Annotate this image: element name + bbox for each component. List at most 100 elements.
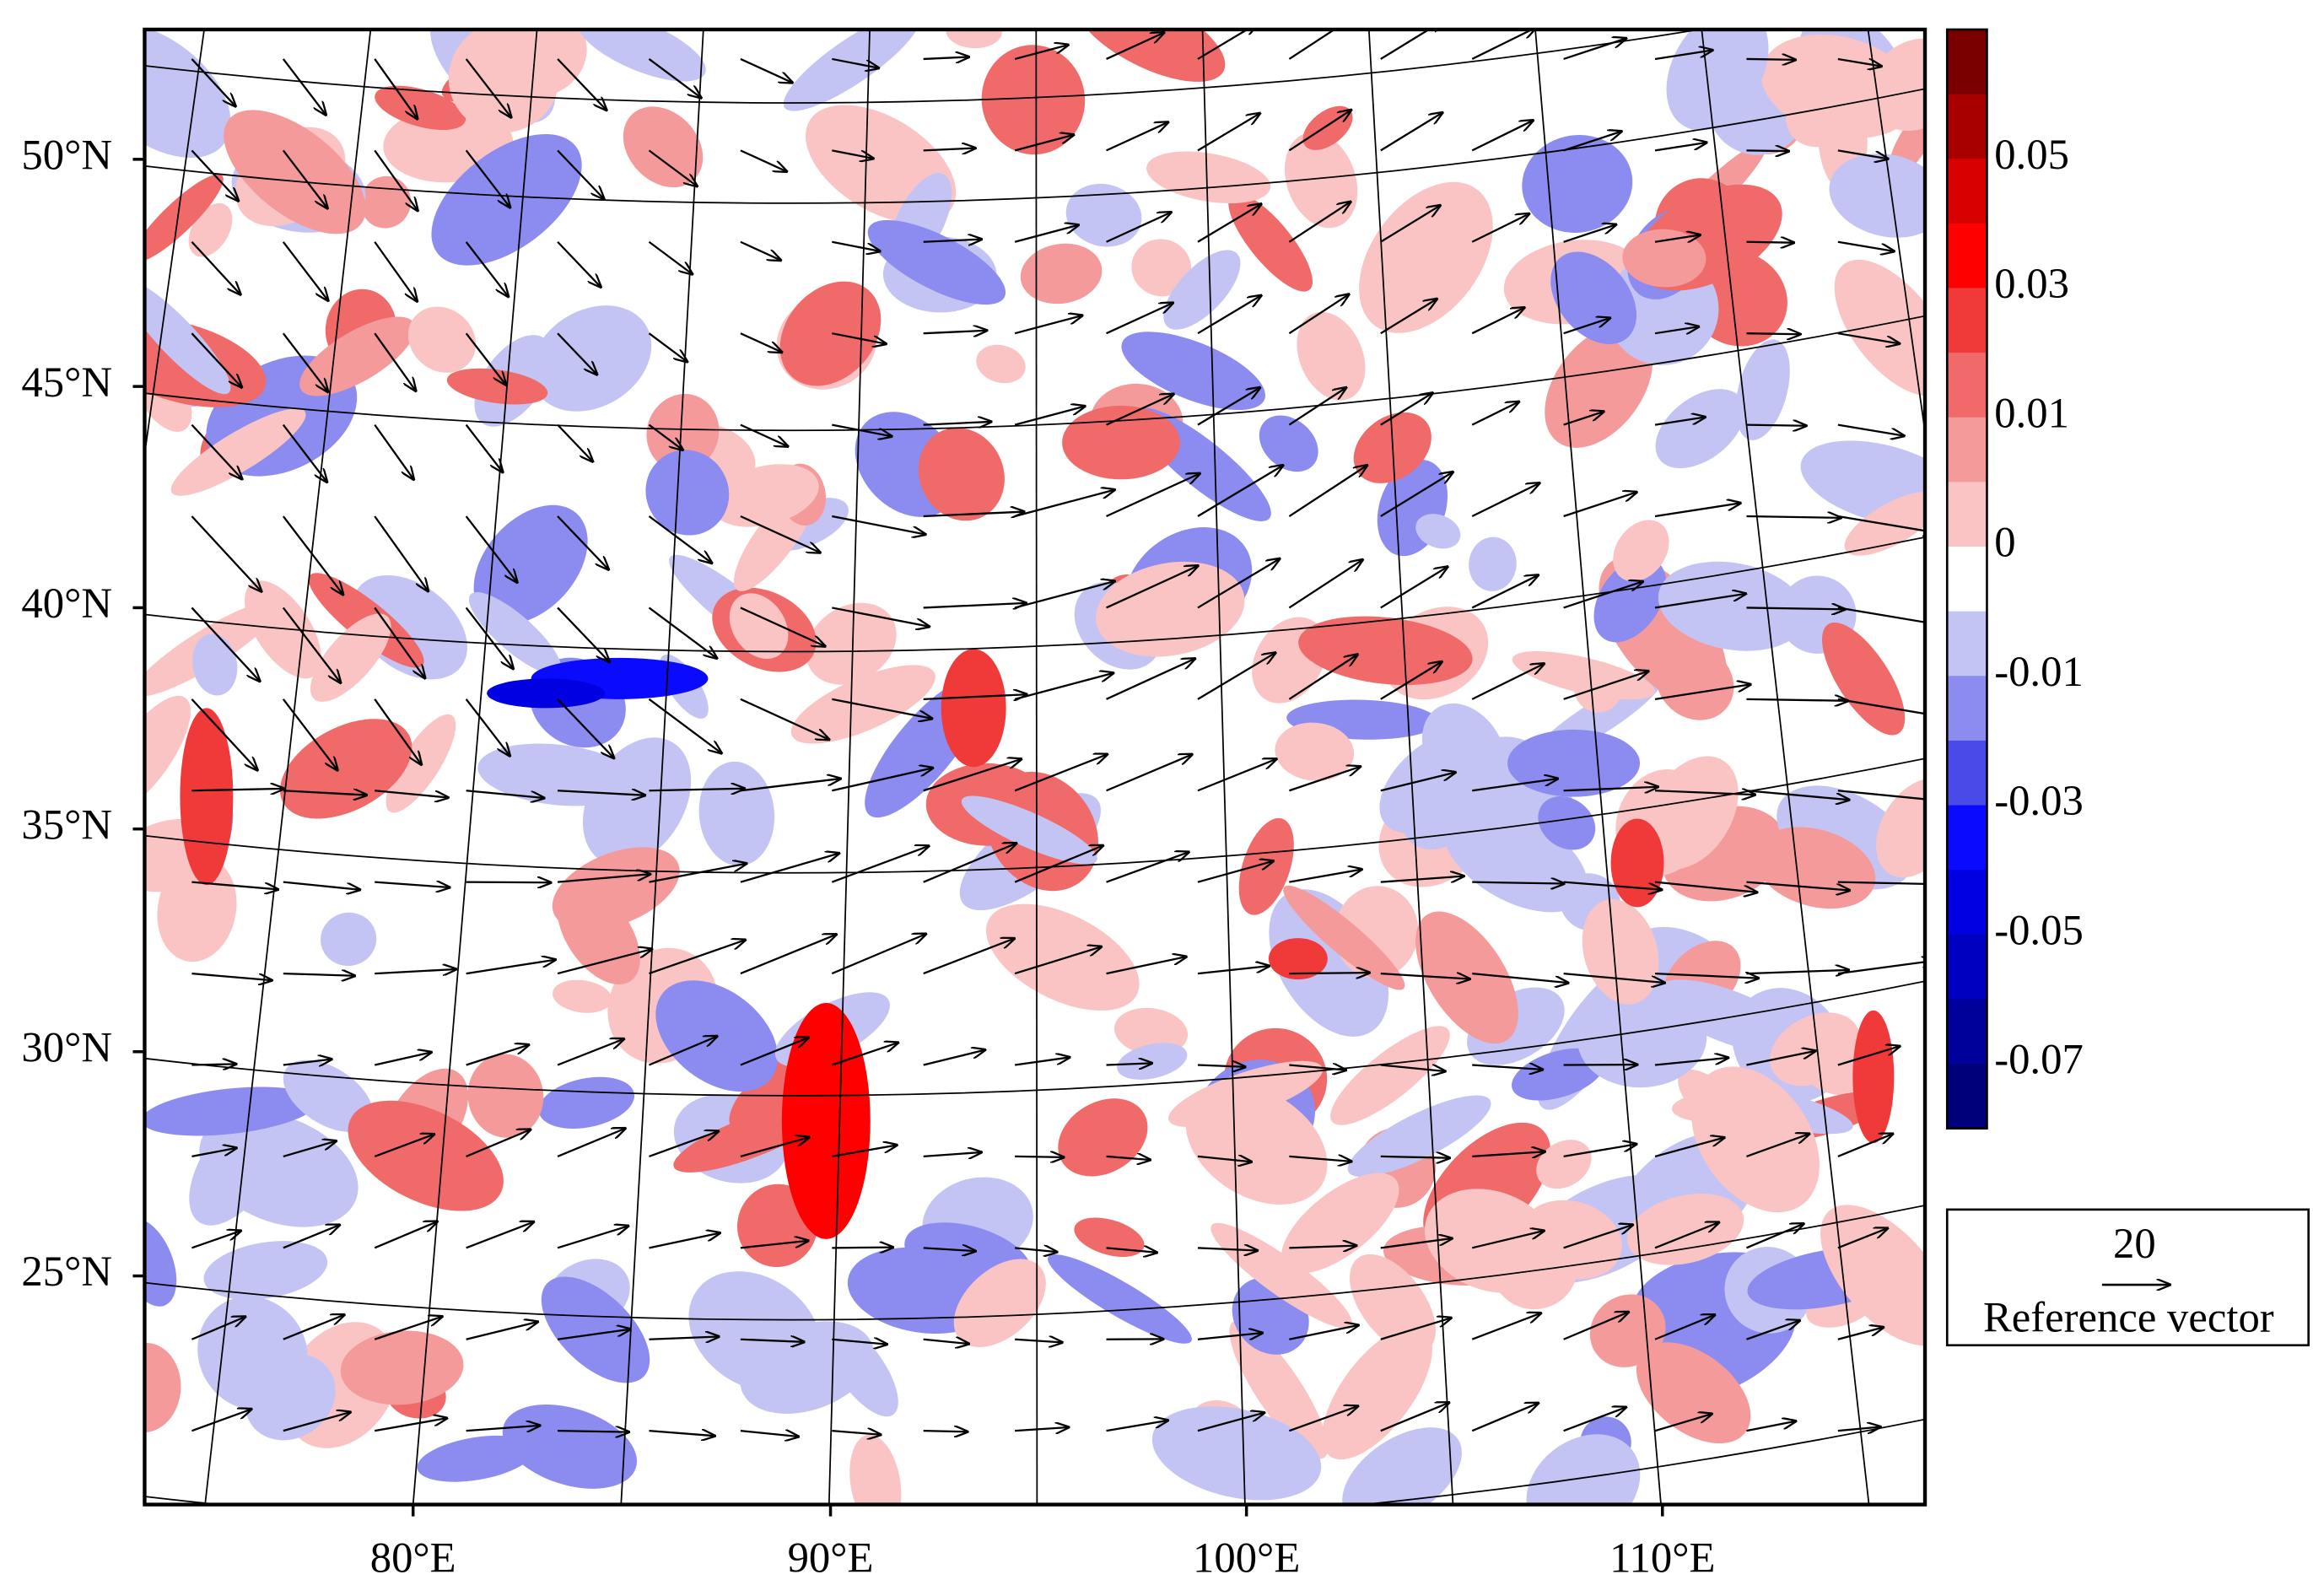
wind-arrow — [1563, 132, 1621, 152]
contour-patch — [1622, 229, 1706, 288]
contour-patch — [1582, 899, 1659, 1005]
wind-arrow — [374, 607, 424, 677]
wind-arrow — [191, 607, 259, 681]
wind-arrow — [1563, 492, 1636, 518]
wind-arrow — [466, 1322, 538, 1340]
wind-arrow — [1380, 773, 1455, 792]
contour-patch — [1538, 795, 1596, 850]
wind-arrow — [1837, 515, 1926, 533]
contour-patch — [407, 306, 477, 373]
meridian — [1867, 29, 1926, 437]
wind-arrow — [1106, 1248, 1157, 1252]
lon-label: 110°E — [1609, 1534, 1715, 1581]
contour-patch — [1048, 1254, 1192, 1344]
wind-arrow — [1288, 466, 1367, 517]
wind-arrow — [191, 423, 241, 479]
contour-patch — [1526, 1434, 1641, 1505]
wind-arrow — [648, 240, 692, 274]
wind-arrow — [740, 332, 782, 352]
wind-arrow — [1563, 972, 1665, 983]
wind-arrow — [1014, 135, 1073, 152]
colorbar-segment — [1947, 353, 1987, 418]
wind-arrow — [282, 607, 341, 682]
wind-arrow — [557, 1039, 623, 1066]
wind-arrow — [1380, 393, 1432, 426]
contour-core — [781, 1003, 871, 1239]
wind-arrow — [1106, 754, 1192, 792]
wind-arrow — [740, 854, 839, 883]
wind-arrow — [557, 149, 604, 198]
colorbar-segment — [1947, 417, 1987, 483]
meridian — [1201, 29, 1246, 1505]
wind-arrow — [1563, 1144, 1636, 1158]
parallel — [144, 758, 1926, 874]
wind-arrow — [923, 844, 1016, 883]
contour-patch — [467, 1054, 544, 1138]
wind-arrow — [375, 969, 456, 973]
wind-arrow — [282, 58, 326, 115]
wind-arrow — [557, 874, 650, 883]
wind-arrow — [1288, 29, 1350, 60]
wind-arrow — [283, 790, 367, 795]
wind-arrow — [1654, 881, 1757, 892]
wind-arrow — [1472, 1151, 1545, 1157]
wind-arrow — [1197, 466, 1283, 517]
wind-arrow — [557, 698, 614, 758]
wind-arrow — [1106, 213, 1172, 243]
wind-arrow — [1563, 671, 1648, 700]
wind-arrow — [831, 934, 925, 975]
wind-arrow — [1472, 972, 1568, 983]
wind-arrow — [1654, 1222, 1718, 1249]
contour-patch — [1655, 389, 1745, 469]
wind-arrow — [1471, 664, 1544, 700]
wind-arrow — [1654, 790, 1755, 795]
wind-arrow — [466, 882, 551, 883]
wind-arrow — [282, 423, 327, 483]
wind-arrow — [1654, 1414, 1712, 1432]
colorbar-frame — [1945, 28, 1988, 1130]
wind-arrow — [649, 1233, 720, 1249]
contour-patch — [1735, 339, 1790, 440]
wind-arrow — [832, 698, 931, 719]
contour-patch — [1876, 778, 1926, 878]
wind-arrow — [1197, 388, 1259, 426]
wind-arrow — [1106, 566, 1198, 609]
contour-patch — [1297, 311, 1366, 401]
wind-arrow — [283, 1141, 336, 1158]
wind-arrow — [1380, 662, 1442, 700]
contour-patch — [299, 316, 416, 396]
contour-patch — [1342, 1427, 1462, 1505]
contour-patch — [711, 464, 819, 527]
wind-arrow — [1471, 121, 1533, 152]
wind-arrow — [557, 607, 609, 661]
wind-arrow — [923, 1050, 985, 1066]
wind-arrow — [832, 515, 925, 534]
contour-patch — [1550, 251, 1636, 344]
wind-arrow — [1471, 1231, 1544, 1249]
wind-arrow — [1380, 876, 1464, 883]
contour-patch — [961, 795, 1097, 865]
wind-arrow — [648, 607, 716, 658]
wind-arrow — [1288, 655, 1357, 700]
wind-arrow — [466, 960, 556, 975]
contour-patch — [698, 761, 775, 866]
wind-arrow — [374, 1221, 437, 1249]
colorbar-segment — [1947, 223, 1987, 289]
contour-patch — [1424, 1189, 1558, 1293]
wind-arrow — [466, 1045, 529, 1066]
contour-core — [1852, 1010, 1895, 1144]
wind-arrow — [1197, 1157, 1251, 1162]
wind-arrow — [1471, 29, 1536, 60]
wind-arrow — [374, 698, 421, 764]
wind-arrow — [740, 423, 788, 446]
meridian — [204, 29, 372, 1505]
wind-arrow — [1380, 206, 1440, 243]
wind-arrow — [191, 1231, 240, 1249]
wind-arrow — [1014, 225, 1078, 243]
wind-arrow — [832, 1431, 881, 1435]
wind-arrow — [1106, 1063, 1152, 1065]
wind-arrow — [1654, 143, 1706, 152]
lon-label: 90°E — [788, 1534, 874, 1581]
wind-arrow — [283, 1315, 344, 1340]
